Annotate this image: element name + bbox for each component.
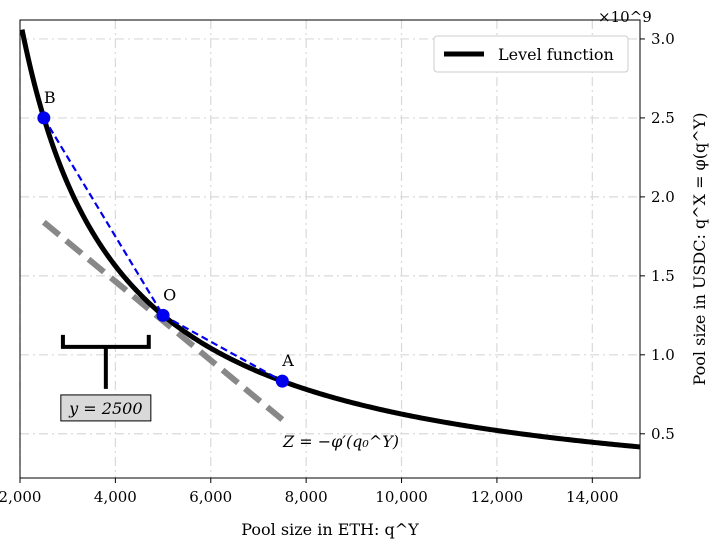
- legend: Level function: [433, 35, 629, 73]
- x-tick-label: 6,000: [189, 488, 232, 506]
- bracket-shape: [60, 334, 151, 389]
- x-axis-label: Pool size in ETH: q^Y: [241, 520, 419, 539]
- point-label-A: A: [281, 351, 294, 370]
- point-label-O: O: [163, 285, 176, 304]
- point-label-B: B: [44, 88, 56, 107]
- chord-B-O: [42, 117, 165, 316]
- legend-label: Level function: [498, 45, 614, 64]
- marked-points-group: B O A: [37, 88, 294, 388]
- chord-lines-group: [42, 117, 283, 383]
- plot-frame: [19, 19, 641, 479]
- chord-O-A: [162, 314, 283, 383]
- y-tick-label: 2.5: [651, 109, 675, 127]
- x-tick-label: 8,000: [285, 488, 328, 506]
- x-tick-label: 14,000: [566, 488, 619, 506]
- x-axis-ticks: 2,000 4,000 6,000 8,000 10,000 12,000 14,000: [0, 478, 619, 506]
- point-A: [275, 374, 289, 388]
- level-function-line: [19, 29, 641, 450]
- annotation-text: y = 2500: [68, 399, 142, 418]
- x-tick-label: 10,000: [375, 488, 428, 506]
- y-tick-label: 0.5: [651, 425, 675, 443]
- x-tick-label: 2,000: [0, 488, 41, 506]
- point-O: [156, 308, 170, 322]
- y-axis-multiplier: ×10^9: [598, 8, 652, 26]
- annotation-box: [60, 394, 152, 422]
- legend-box: [433, 35, 629, 73]
- y-tick-label: 3.0: [651, 30, 675, 48]
- y-axis-label: Pool size in USDC: q^X = φ(q^Y): [690, 113, 709, 386]
- level-function-curve-group: [19, 29, 641, 450]
- x-tick-label: 12,000: [471, 488, 524, 506]
- y-tick-label: 1.5: [651, 267, 675, 285]
- bracket-annotation: y = 2500: [60, 334, 152, 422]
- x-tick-label: 4,000: [94, 488, 137, 506]
- point-B: [37, 111, 51, 125]
- y-tick-label: 2.0: [651, 188, 675, 206]
- tangent-label: Z = −φ′(q₀^Y): [282, 432, 399, 451]
- y-axis-ticks: 0.5 1.0 1.5 2.0 2.5 3.0: [640, 30, 675, 443]
- y-tick-label: 1.0: [651, 346, 675, 364]
